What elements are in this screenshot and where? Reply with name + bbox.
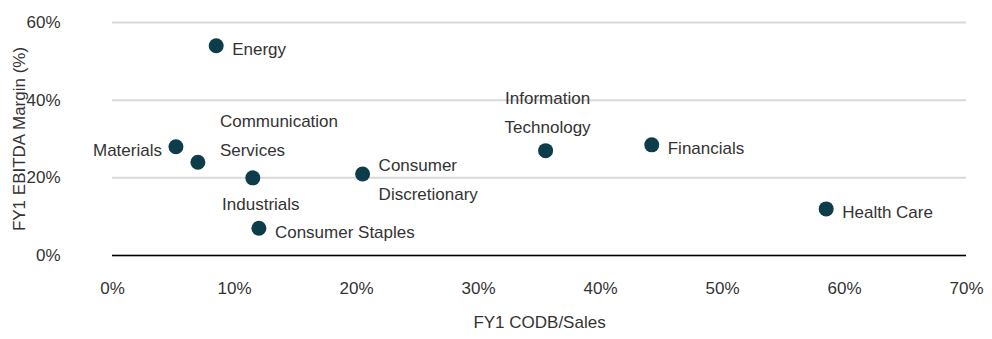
- svg-text:60%: 60%: [26, 13, 60, 32]
- svg-text:20%: 20%: [26, 168, 60, 187]
- svg-text:40%: 40%: [26, 91, 60, 110]
- svg-text:40%: 40%: [583, 279, 617, 298]
- svg-text:InformationTechnology: InformationTechnology: [505, 89, 592, 137]
- svg-text:Financials: Financials: [668, 139, 745, 158]
- svg-text:10%: 10%: [217, 279, 251, 298]
- svg-text:Industrials: Industrials: [222, 195, 299, 214]
- svg-text:FY1 CODB/Sales: FY1 CODB/Sales: [473, 313, 605, 332]
- svg-text:0%: 0%: [100, 279, 125, 298]
- svg-text:0%: 0%: [36, 246, 61, 265]
- svg-text:Consumer Staples: Consumer Staples: [275, 223, 415, 242]
- svg-text:CommunicationServices: CommunicationServices: [220, 112, 338, 160]
- svg-text:Energy: Energy: [232, 40, 286, 59]
- svg-text:Health Care: Health Care: [842, 203, 933, 222]
- svg-text:50%: 50%: [705, 279, 739, 298]
- svg-text:ConsumerDiscretionary: ConsumerDiscretionary: [379, 156, 479, 204]
- svg-text:30%: 30%: [461, 279, 495, 298]
- svg-text:70%: 70%: [949, 279, 983, 298]
- svg-text:60%: 60%: [827, 279, 861, 298]
- svg-text:FY1 EBITDA Margin (%): FY1 EBITDA Margin (%): [10, 47, 29, 231]
- svg-text:Materials: Materials: [93, 141, 162, 160]
- svg-text:20%: 20%: [339, 279, 373, 298]
